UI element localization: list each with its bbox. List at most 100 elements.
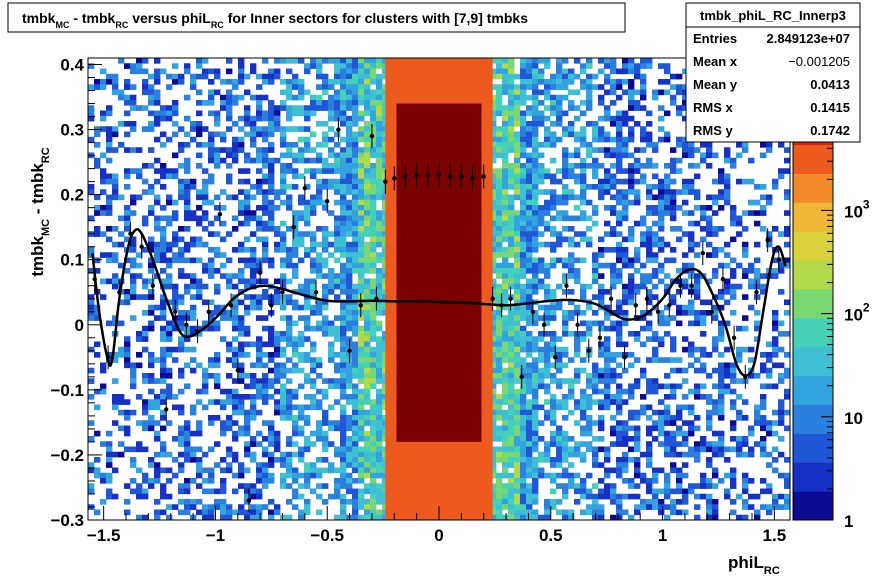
- heatmap-cell: [514, 184, 520, 190]
- heatmap-cell: [622, 153, 628, 159]
- heatmap-cell: [292, 441, 298, 447]
- heatmap-cell: [562, 279, 568, 285]
- heatmap-cell: [286, 116, 292, 122]
- heatmap-cell: [544, 415, 550, 421]
- heatmap-cell: [514, 352, 520, 358]
- heatmap-cell: [604, 489, 610, 495]
- heatmap-cell: [760, 405, 766, 411]
- heatmap-cell: [766, 489, 772, 495]
- heatmap-cell: [298, 357, 304, 363]
- heatmap-cell: [220, 478, 226, 484]
- heatmap-cell: [526, 226, 532, 232]
- heatmap-cell: [340, 305, 346, 311]
- heatmap-cell: [712, 200, 718, 206]
- heatmap-cell: [208, 263, 214, 269]
- heatmap-cell: [268, 378, 274, 384]
- heatmap-cell: [310, 63, 316, 69]
- heatmap-cell: [274, 116, 280, 122]
- heatmap-cell: [628, 483, 634, 489]
- heatmap-cell: [220, 483, 226, 489]
- heatmap-cell: [178, 184, 184, 190]
- heatmap-cell: [256, 352, 262, 358]
- heatmap-cell: [232, 457, 238, 463]
- heatmap-cell: [376, 289, 382, 295]
- heatmap-cell: [340, 499, 346, 505]
- heatmap-cell: [238, 273, 244, 279]
- heatmap-cell: [160, 305, 166, 311]
- heatmap-cell: [532, 184, 538, 190]
- heatmap-cell: [634, 457, 640, 463]
- heatmap-cell: [346, 279, 352, 285]
- heatmap-cell: [616, 431, 622, 437]
- heatmap-cell: [358, 132, 364, 138]
- heatmap-cell: [322, 284, 328, 290]
- profile-point: [184, 323, 188, 327]
- heatmap-cell: [610, 489, 616, 495]
- heatmap-cell: [646, 321, 652, 327]
- heatmap-cell: [598, 426, 604, 432]
- heatmap-cell: [532, 231, 538, 237]
- heatmap-cell: [742, 441, 748, 447]
- heatmap-cell: [298, 58, 304, 64]
- heatmap-cell: [508, 84, 514, 90]
- heatmap-cell: [256, 489, 262, 495]
- heatmap-cell: [244, 279, 250, 285]
- heatmap-cell: [706, 420, 712, 426]
- heatmap-cell: [772, 179, 778, 185]
- heatmap-cell: [730, 284, 736, 290]
- heatmap-cell: [256, 300, 262, 306]
- palette-swatch: [793, 145, 833, 174]
- heatmap-cell: [622, 494, 628, 500]
- heatmap-cell: [286, 111, 292, 117]
- heatmap-cell: [670, 205, 676, 211]
- heatmap-cell: [112, 452, 118, 458]
- heatmap-cell: [520, 137, 526, 143]
- heatmap-cell: [208, 200, 214, 206]
- heatmap-cell: [328, 111, 334, 117]
- heatmap-cell: [268, 368, 274, 374]
- heatmap-cell: [550, 137, 556, 143]
- heatmap-cell: [496, 478, 502, 484]
- heatmap-cell: [94, 473, 100, 479]
- heatmap-cell: [622, 205, 628, 211]
- heatmap-cell: [298, 284, 304, 290]
- heatmap-cell: [592, 126, 598, 132]
- heatmap-cell: [244, 263, 250, 269]
- heatmap-cell: [676, 405, 682, 411]
- heatmap-cell: [712, 268, 718, 274]
- heatmap-cell: [376, 95, 382, 101]
- heatmap-cell: [106, 279, 112, 285]
- heatmap-cell: [610, 499, 616, 505]
- heatmap-cell: [358, 268, 364, 274]
- heatmap-cell: [766, 510, 772, 516]
- heatmap-cell: [322, 142, 328, 148]
- heatmap-cell: [742, 294, 748, 300]
- heatmap-cell: [514, 447, 520, 453]
- profile-point: [634, 303, 638, 307]
- heatmap-cell: [556, 384, 562, 390]
- heatmap-cell: [298, 473, 304, 479]
- heatmap-cell: [232, 284, 238, 290]
- heatmap-cell: [526, 237, 532, 243]
- heatmap-cell: [538, 263, 544, 269]
- heatmap-cell: [526, 184, 532, 190]
- heatmap-cell: [148, 483, 154, 489]
- heatmap-cell: [616, 321, 622, 327]
- heatmap-cell: [544, 95, 550, 101]
- heatmap-cell: [676, 510, 682, 516]
- heatmap-cell: [274, 336, 280, 342]
- heatmap-cell: [376, 405, 382, 411]
- heatmap-cell: [604, 147, 610, 153]
- heatmap-cell: [364, 195, 370, 201]
- heatmap-cell: [166, 216, 172, 222]
- heatmap-cell: [574, 378, 580, 384]
- heatmap-cell: [778, 473, 784, 479]
- heatmap-cell: [526, 415, 532, 421]
- heatmap-cell: [178, 452, 184, 458]
- heatmap-cell: [256, 263, 262, 269]
- heatmap-cell: [556, 74, 562, 80]
- heatmap-cell: [514, 510, 520, 516]
- heatmap-cell: [220, 405, 226, 411]
- heatmap-cell: [616, 221, 622, 227]
- heatmap-cell: [280, 100, 286, 106]
